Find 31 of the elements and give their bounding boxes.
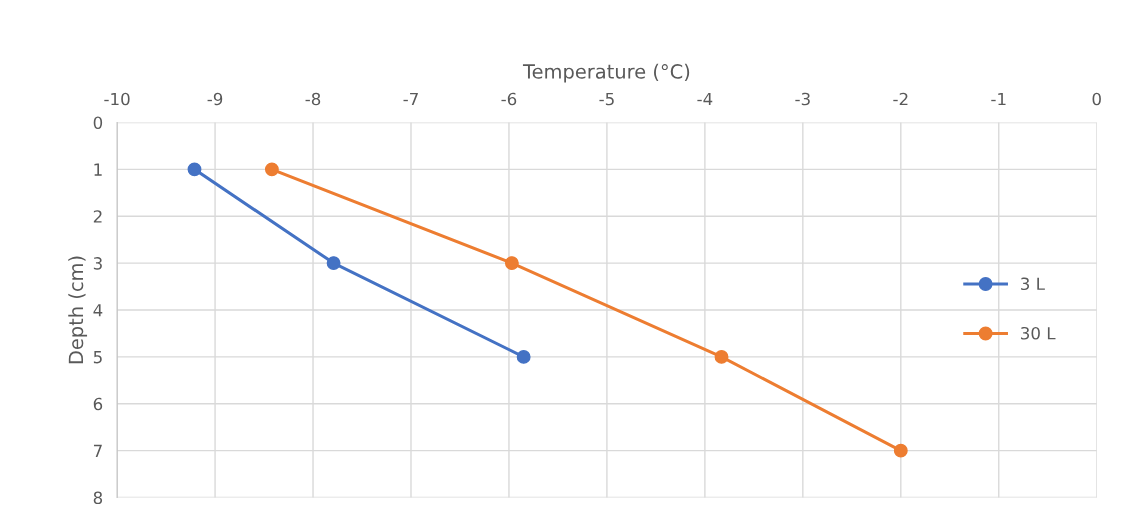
y-axis-title: Depth (cm)	[68, 256, 88, 364]
point	[714, 349, 729, 364]
x-tick-label: -9	[207, 92, 223, 106]
x-tick-label: -2	[893, 92, 908, 106]
point	[504, 256, 519, 271]
x-tick-label: -5	[599, 92, 614, 106]
y-tick-label: 6	[93, 397, 103, 411]
y-tick-label: 8	[93, 491, 103, 505]
x-tick-label: 0	[1092, 92, 1101, 106]
x-tick-label: -8	[305, 92, 321, 106]
x-tick-label: -7	[403, 92, 418, 106]
legend-label: 30 L	[1021, 326, 1056, 340]
legend-label: 3 L	[1021, 277, 1045, 291]
y-tick-label: 2	[93, 210, 102, 223]
x-tick-label: -1	[991, 92, 1006, 106]
y-tick-label: 4	[93, 304, 103, 317]
x-tick-label: -10	[104, 92, 130, 106]
point	[516, 349, 531, 364]
point	[187, 162, 202, 177]
y-tick-label: 0	[93, 116, 103, 129]
y-tick-label: 3	[93, 257, 102, 270]
y-tick-label: 1	[94, 163, 102, 176]
x-axis-title: Temperature (°C)	[522, 63, 690, 83]
x-tick-label: -6	[501, 92, 517, 106]
point	[893, 443, 908, 458]
y-tick-label: 7	[93, 444, 102, 457]
y-tick-label: 5	[93, 351, 102, 364]
x-tick-label: -4	[697, 92, 713, 106]
x-tick-label: -3	[795, 92, 810, 106]
point	[326, 256, 341, 271]
point	[264, 162, 279, 177]
